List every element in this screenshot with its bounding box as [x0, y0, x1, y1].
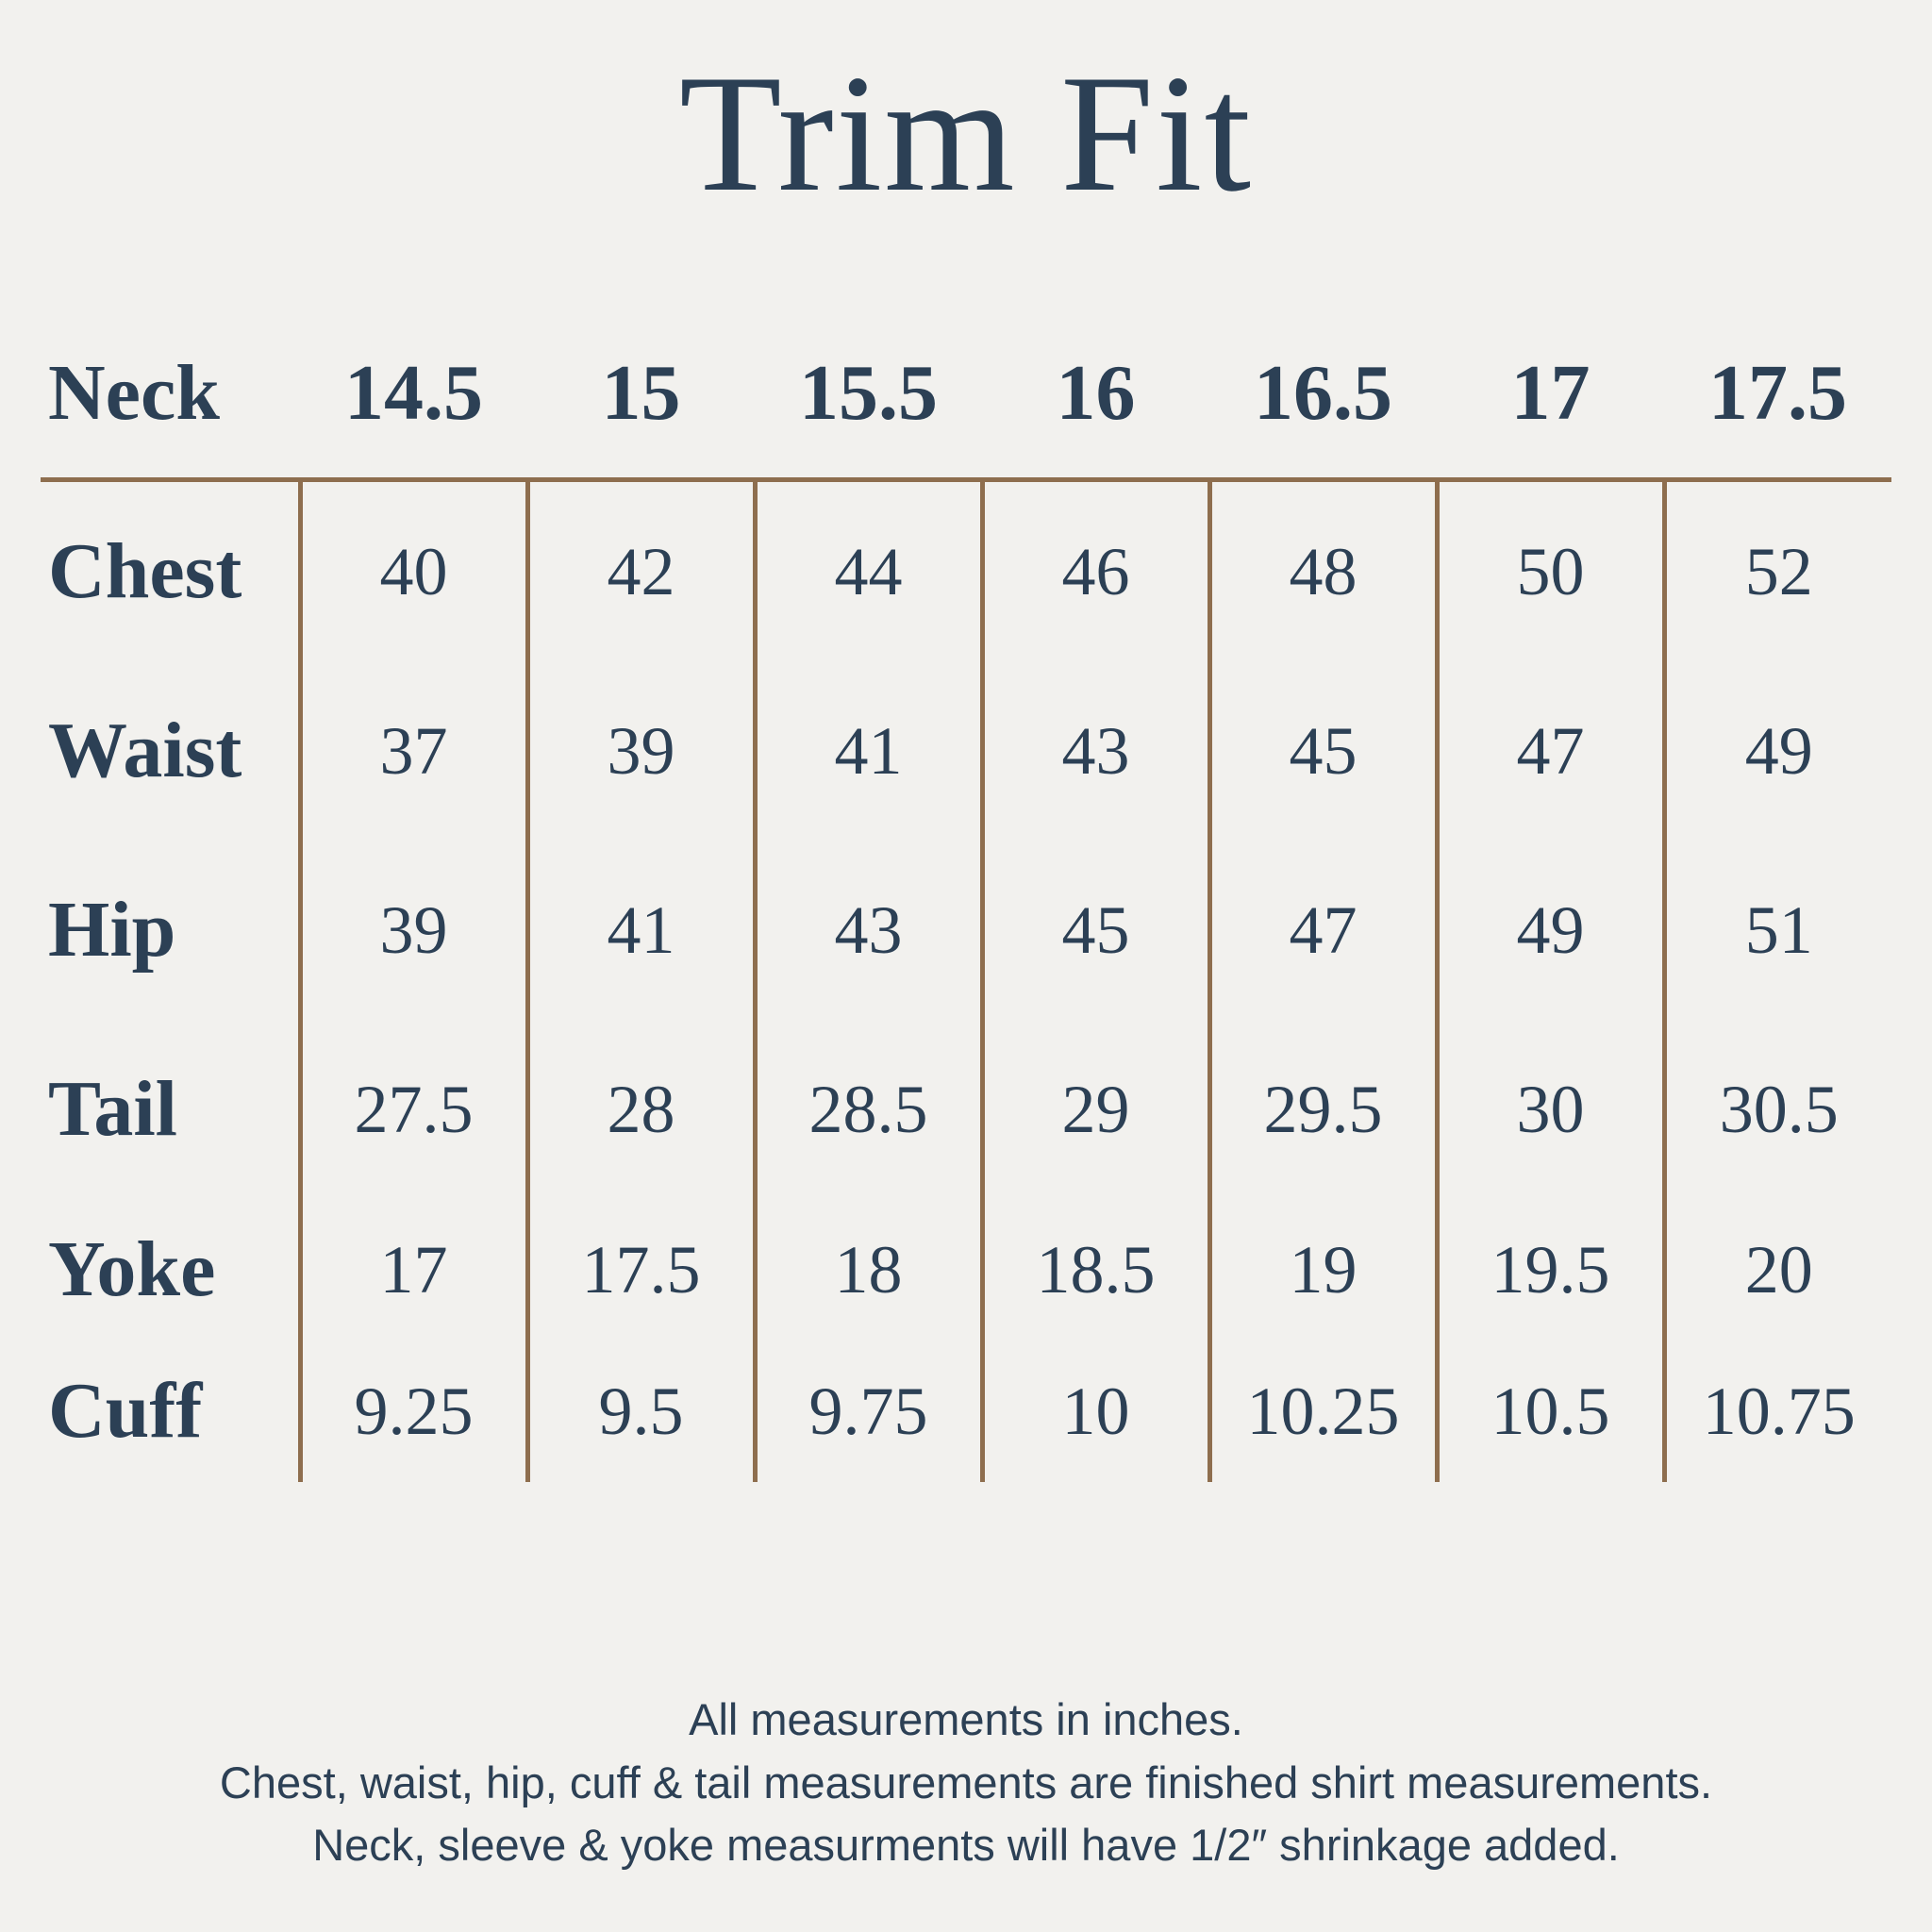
table-row: Tail 27.5 28 28.5 29 29.5 30 30.5	[41, 1020, 1891, 1199]
cell-tail-6: 30.5	[1661, 1020, 1891, 1199]
row-label-hip: Hip	[48, 886, 176, 974]
cell-waist-6: 49	[1661, 661, 1891, 841]
header-size-3: 16	[982, 332, 1209, 482]
cell-yoke-0: 17	[297, 1199, 527, 1341]
header-label-neck: Neck	[41, 332, 300, 482]
row-label-chest: Chest	[48, 527, 242, 615]
measurement-note: All measurements in inches. Chest, waist…	[0, 1689, 1932, 1877]
cell-waist-4: 45	[1207, 661, 1437, 841]
row-label-tail: Tail	[48, 1065, 177, 1153]
cell-hip-2: 43	[752, 841, 982, 1020]
cell-hip-6: 51	[1661, 841, 1891, 1020]
cell-tail-2: 28.5	[752, 1020, 982, 1199]
cell-waist-0: 37	[297, 661, 527, 841]
cell-waist-5: 47	[1434, 661, 1664, 841]
cell-cuff-2: 9.75	[752, 1341, 982, 1482]
table-row: Chest 40 42 44 46 48 50 52	[41, 479, 1891, 661]
cell-chest-2: 44	[752, 479, 982, 661]
cell-cuff-5: 10.5	[1434, 1341, 1664, 1482]
cell-hip-0: 39	[297, 841, 527, 1020]
header-row: Neck 14.5 15 15.5 16 16.5 17 17.5	[41, 332, 1891, 482]
cell-cuff-4: 10.25	[1207, 1341, 1437, 1482]
note-line-3: Neck, sleeve & yoke measurments will hav…	[312, 1820, 1620, 1871]
size-chart-table: Neck 14.5 15 15.5 16 16.5 17 17.5 Chest …	[41, 332, 1891, 1482]
cell-chest-3: 46	[979, 479, 1209, 661]
row-label-yoke: Yoke	[48, 1225, 216, 1313]
table-row: Waist 37 39 41 43 45 47 49	[41, 661, 1891, 841]
header-size-4: 16.5	[1209, 332, 1437, 482]
row-label-cuff: Cuff	[48, 1367, 203, 1455]
cell-tail-4: 29.5	[1207, 1020, 1437, 1199]
cell-tail-5: 30	[1434, 1020, 1664, 1199]
header-size-0: 14.5	[300, 332, 527, 482]
table-header: Neck 14.5 15 15.5 16 16.5 17 17.5	[41, 332, 1891, 482]
cell-hip-5: 49	[1434, 841, 1664, 1020]
cell-chest-0: 40	[297, 479, 527, 661]
note-line-2: Chest, waist, hip, cuff & tail measureme…	[219, 1757, 1713, 1807]
note-line-1: All measurements in inches.	[689, 1694, 1243, 1744]
cell-tail-1: 28	[525, 1020, 755, 1199]
header-size-6: 17.5	[1664, 332, 1891, 482]
cell-yoke-4: 19	[1207, 1199, 1437, 1341]
header-size-5: 17	[1437, 332, 1664, 482]
cell-chest-4: 48	[1207, 479, 1437, 661]
cell-waist-1: 39	[525, 661, 755, 841]
cell-chest-1: 42	[525, 479, 755, 661]
cell-yoke-2: 18	[752, 1199, 982, 1341]
cell-cuff-3: 10	[979, 1341, 1209, 1482]
cell-hip-4: 47	[1207, 841, 1437, 1020]
cell-waist-3: 43	[979, 661, 1209, 841]
cell-yoke-3: 18.5	[979, 1199, 1209, 1341]
page-title: Trim Fit	[678, 40, 1254, 226]
cell-tail-0: 27.5	[297, 1020, 527, 1199]
cell-yoke-6: 20	[1661, 1199, 1891, 1341]
cell-hip-3: 45	[979, 841, 1209, 1020]
cell-cuff-1: 9.5	[525, 1341, 755, 1482]
cell-waist-2: 41	[752, 661, 982, 841]
cell-hip-1: 41	[525, 841, 755, 1020]
header-size-2: 15.5	[755, 332, 982, 482]
header-size-1: 15	[527, 332, 755, 482]
cell-cuff-6: 10.75	[1661, 1341, 1891, 1482]
cell-cuff-0: 9.25	[297, 1341, 527, 1482]
cell-chest-6: 52	[1661, 479, 1891, 661]
cell-tail-3: 29	[979, 1020, 1209, 1199]
cell-yoke-5: 19.5	[1434, 1199, 1664, 1341]
row-label-waist: Waist	[48, 707, 242, 794]
table-row: Cuff 9.25 9.5 9.75 10 10.25 10.5 10.75	[41, 1341, 1891, 1482]
cell-yoke-1: 17.5	[525, 1199, 755, 1341]
cell-chest-5: 50	[1434, 479, 1664, 661]
table-row: Yoke 17 17.5 18 18.5 19 19.5 20	[41, 1199, 1891, 1341]
table-row: Hip 39 41 43 45 47 49 51	[41, 841, 1891, 1020]
table-body: Chest 40 42 44 46 48 50 52 Waist 37 39 4…	[41, 479, 1891, 1482]
